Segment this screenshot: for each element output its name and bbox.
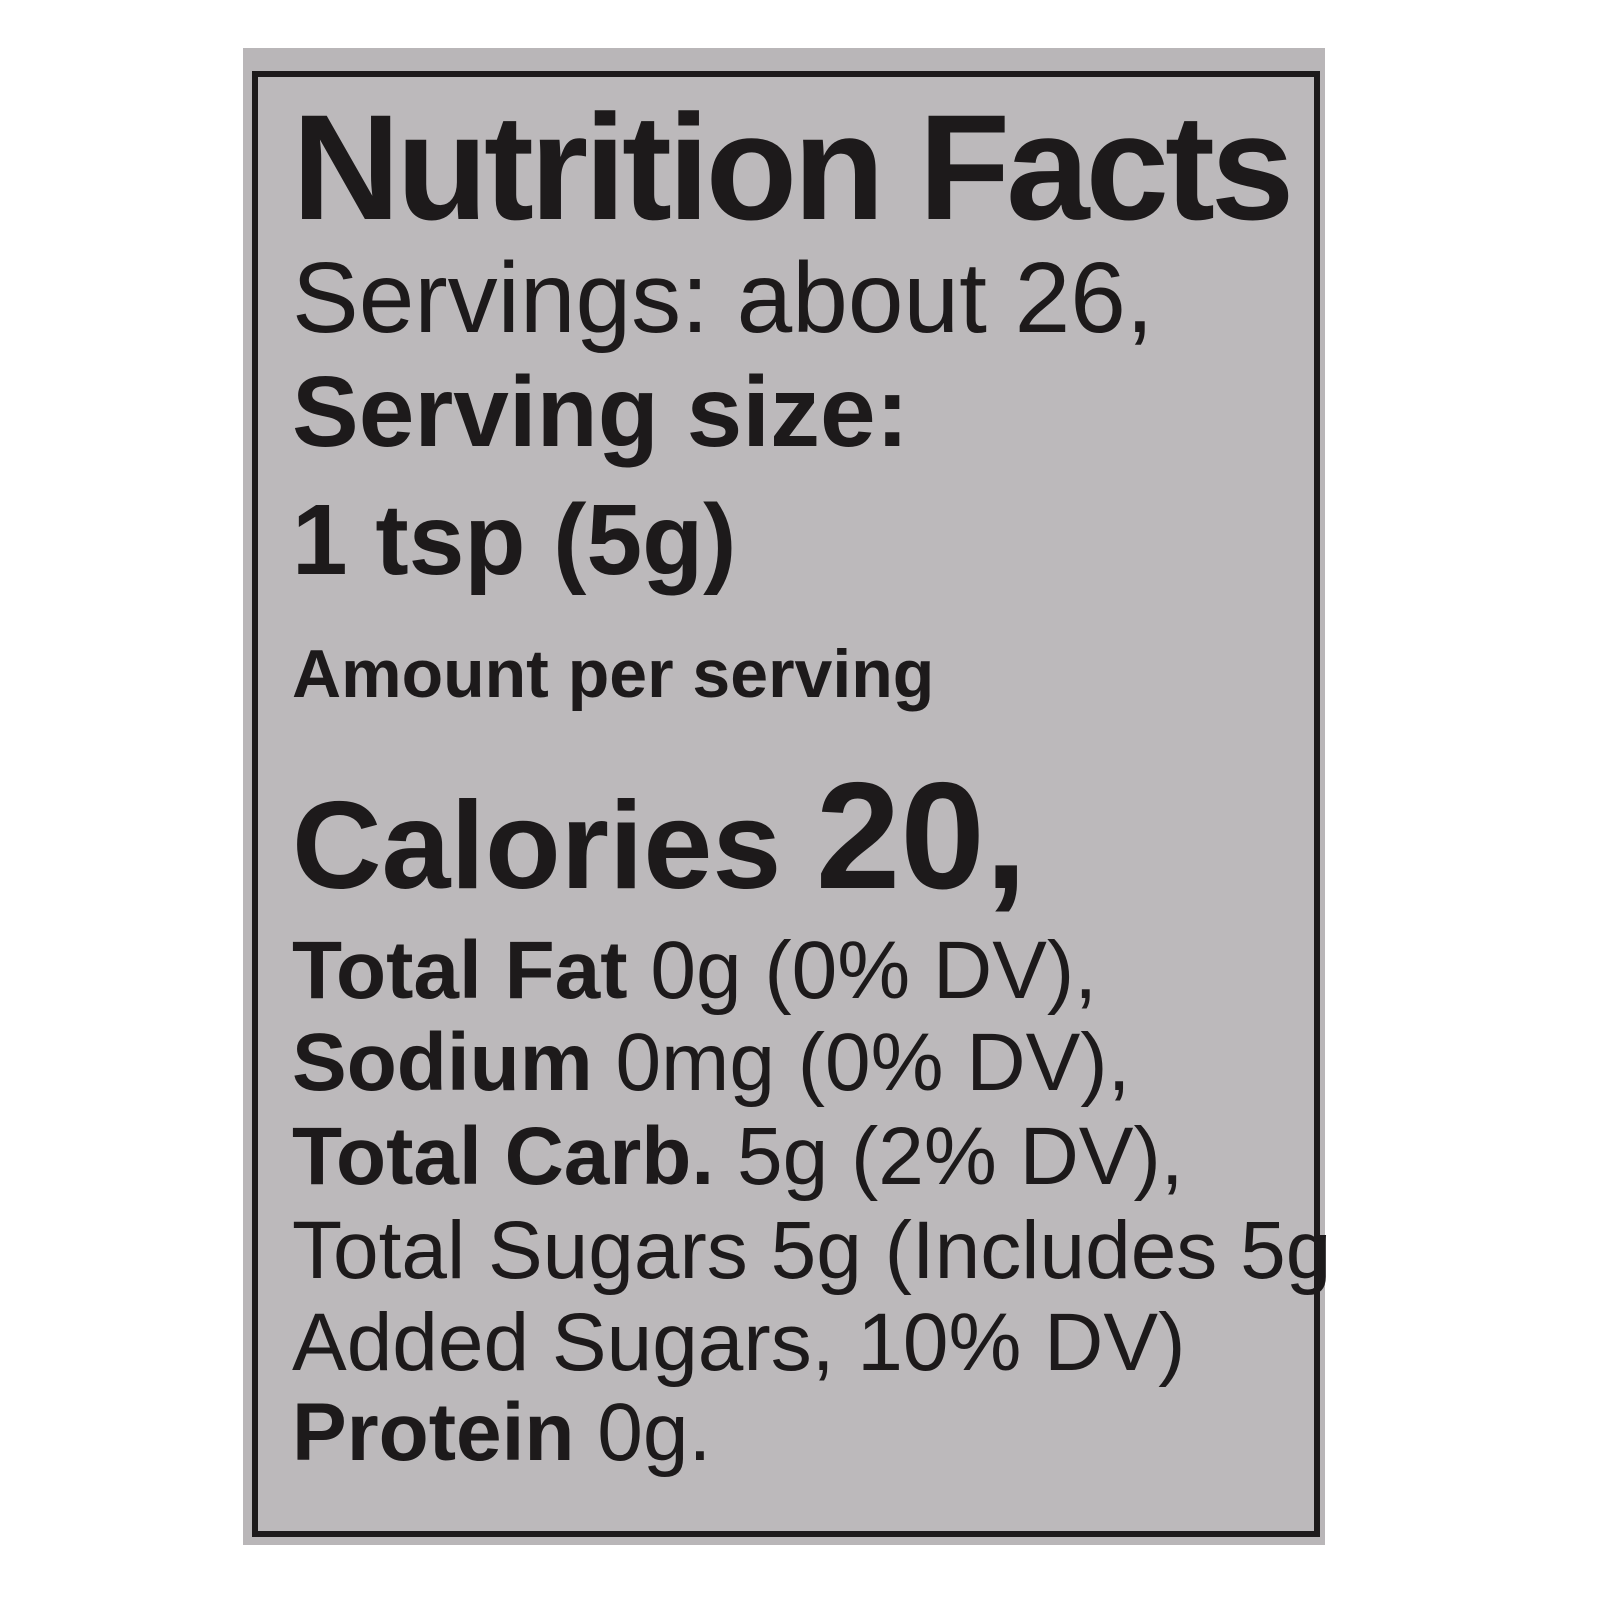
nutrient-name: Total Fat bbox=[292, 925, 628, 1016]
nutrient-row-protein: Protein 0g. bbox=[292, 1392, 711, 1474]
servings-per-container: Servings: about 26, bbox=[292, 242, 1154, 354]
serving-size-value: 1 tsp (5g) bbox=[292, 484, 737, 596]
nutrient-value: 5g (2% DV), bbox=[736, 1111, 1184, 1202]
nutrient-name: Protein bbox=[292, 1387, 575, 1478]
nutrition-facts-border bbox=[252, 71, 1320, 1537]
calories-row: Calories 20, bbox=[292, 760, 1027, 912]
nutrient-name: Total Carb. bbox=[292, 1111, 715, 1202]
nutrient-name: Sodium bbox=[292, 1017, 593, 1108]
nutrient-value: 0g (0% DV), bbox=[650, 925, 1097, 1016]
nutrient-row-total-fat: Total Fat 0g (0% DV), bbox=[292, 930, 1097, 1012]
calories-label: Calories bbox=[292, 777, 782, 915]
total-sugars-row: Total Sugars 5g (Includes 5g bbox=[292, 1205, 1332, 1296]
nutrient-value: 0mg (0% DV), bbox=[615, 1017, 1131, 1108]
nutrient-row-sodium: Sodium 0mg (0% DV), bbox=[292, 1022, 1130, 1104]
nutrient-row-total-carb: Total Carb. 5g (2% DV), bbox=[292, 1116, 1184, 1198]
nutrient-value: 0g. bbox=[597, 1387, 712, 1478]
calories-value: 20, bbox=[815, 751, 1028, 921]
added-sugars-row: Added Sugars, 10% DV) bbox=[292, 1297, 1186, 1388]
serving-size-label: Serving size: bbox=[292, 356, 909, 468]
nutrition-facts-title: Nutrition Facts bbox=[292, 83, 1294, 251]
amount-per-serving: Amount per serving bbox=[292, 636, 935, 712]
